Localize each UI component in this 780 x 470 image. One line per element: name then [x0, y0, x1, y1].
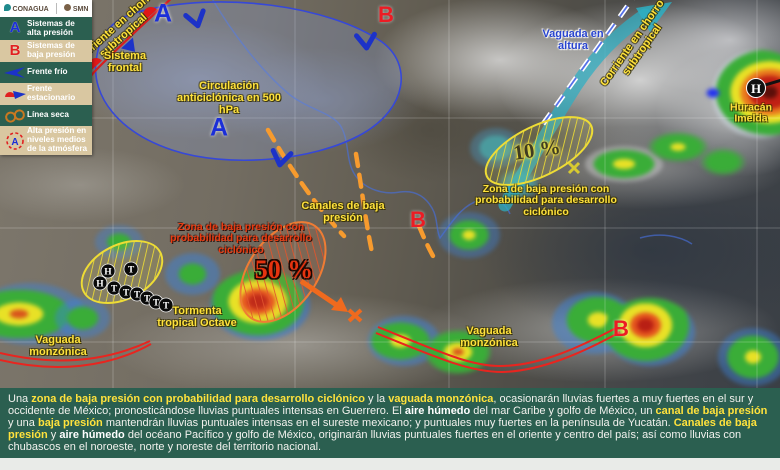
- high-pressure-letter-icon: A: [9, 19, 21, 37]
- svg-text:T: T: [128, 266, 135, 276]
- dry-line-icon: [3, 108, 27, 123]
- svg-text:T: T: [163, 302, 170, 312]
- svg-text:A: A: [11, 137, 18, 148]
- motion-arrow: [299, 278, 363, 323]
- footer-segment: mantendrán lluvias puntuales intensas en…: [102, 416, 674, 429]
- coastline: [212, 0, 693, 245]
- legend-item-dry-line: Línea seca: [0, 105, 92, 126]
- footer-segment: Una: [8, 393, 32, 405]
- hurricane-imelda-cloud: [712, 50, 780, 138]
- graticule: [0, 0, 780, 388]
- low-pressure-channels: [265, 127, 436, 260]
- legend-label: Línea seca: [27, 110, 69, 120]
- footer-segment: del océano Pacífico y golfo de México, o…: [8, 428, 742, 453]
- legend-label: Frente estacionario: [27, 84, 76, 102]
- convection-cell: [425, 330, 491, 374]
- footer-segment: del mar Caribe y golfo de México, un: [470, 404, 656, 417]
- svg-text:T: T: [111, 285, 118, 295]
- logo-bar: CONAGUA SMN: [0, 0, 92, 17]
- mid-level-high-icon: A: [3, 131, 27, 151]
- svg-text:T: T: [123, 289, 130, 299]
- bottom-strip: [0, 458, 780, 470]
- monsoon-trough-lines: [0, 326, 621, 374]
- legend-item-high-pressure: A Sistemas de alta presión: [0, 17, 92, 40]
- dev-zone-10pct: [484, 116, 594, 186]
- legend-item-low-pressure: B Sistemas de baja presión: [0, 40, 92, 62]
- smn-mark-icon: [63, 4, 71, 11]
- convection-cell: [438, 212, 500, 258]
- footer-segment: y una: [8, 416, 38, 429]
- wind-chevrons: [183, 8, 377, 168]
- annotation-overlay: H T H T T T T T T H: [0, 0, 780, 388]
- dev-zone-50pct: [239, 221, 327, 323]
- hurricane-symbol: H: [746, 78, 780, 98]
- low-pressure-letter-icon: B: [9, 41, 21, 59]
- footer-segment: zona de baja presión con probabilidad pa…: [31, 393, 365, 405]
- convection-cell: [706, 88, 720, 98]
- svg-text:H: H: [96, 280, 104, 290]
- footer-segment: y: [47, 428, 60, 441]
- legend-item-stationary-front: Frente estacionario: [0, 83, 92, 105]
- storm-track-symbols: H T H T T T T T T: [92, 261, 174, 313]
- legend-item-mid-level-high: A Alta presión en niveles medios de la a…: [0, 126, 92, 155]
- upper-trough-line: [540, 0, 635, 126]
- svg-text:T: T: [134, 291, 141, 301]
- anticyclone-outline: [94, 1, 403, 162]
- convection-cell: [718, 328, 780, 386]
- footer-segment: , ocasionarán lluvias fuertes a muy fuer…: [8, 393, 754, 417]
- footer-segment: aire húmedo: [59, 428, 125, 441]
- convection-cell: [55, 298, 110, 338]
- footer-segment: vaguada monzónica: [388, 393, 494, 405]
- cold-front-icon: [3, 66, 27, 79]
- svg-text:H: H: [104, 268, 112, 278]
- conagua-mark-icon: [3, 4, 11, 11]
- legend-label: Sistemas de baja presión: [27, 41, 76, 59]
- convection-cell: [700, 148, 746, 176]
- legend-item-cold-front: Frente frío: [0, 62, 92, 83]
- svg-text:H: H: [751, 81, 761, 96]
- legend-panel: CONAGUA SMN A Sistemas de alta presión B…: [0, 0, 92, 155]
- forecast-text: Una zona de baja presión con probabilida…: [0, 388, 780, 458]
- logo-divider: [55, 3, 57, 14]
- svg-text:T: T: [144, 295, 151, 305]
- footer-segment: Canales de baja presión: [8, 416, 757, 441]
- footer-segment: canal de baja presión: [655, 404, 768, 417]
- smn-logo: SMN: [63, 4, 88, 13]
- svg-text:T: T: [153, 299, 160, 309]
- legend-label: Frente frío: [27, 67, 68, 77]
- legend-label: Sistemas de alta presión: [27, 18, 75, 37]
- convection-cell: [648, 132, 708, 162]
- footer-segment: y la: [365, 393, 389, 405]
- conagua-logo: CONAGUA: [3, 4, 49, 13]
- convection-cell: [165, 253, 220, 295]
- footer-segment: aire húmedo: [404, 404, 471, 417]
- legend-label: Alta presión en niveles medios de la atm…: [27, 126, 88, 153]
- stationary-front-icon: [3, 88, 27, 101]
- dev-zone-10pct-x-marker: [567, 161, 581, 175]
- footer-segment: baja presión: [37, 416, 103, 429]
